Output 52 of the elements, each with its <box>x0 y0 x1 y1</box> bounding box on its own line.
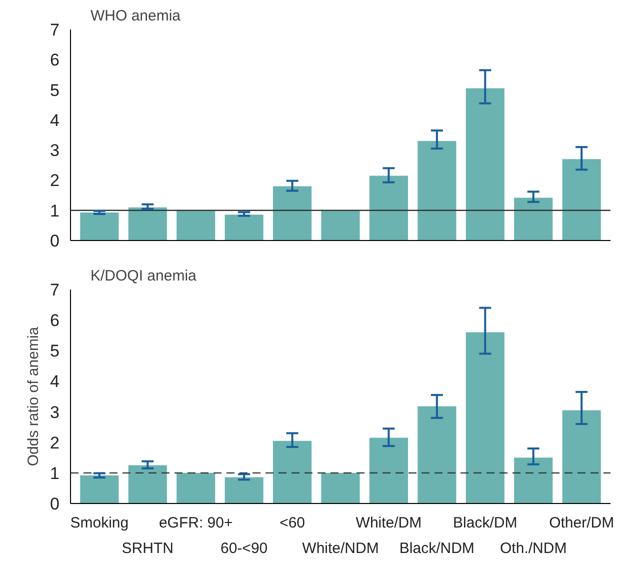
y-tick-label: 2 <box>50 171 60 190</box>
bar <box>418 406 456 504</box>
bar <box>321 472 360 504</box>
x-tick-label: White/NDM <box>302 540 379 557</box>
bar <box>128 465 167 504</box>
y-tick-label: 6 <box>50 50 60 70</box>
bar <box>80 212 119 240</box>
y-tick-label: 4 <box>50 372 60 392</box>
bar <box>176 472 216 504</box>
chart-title: K/DOQI anemia <box>90 268 198 284</box>
y-tick-label: 5 <box>50 80 60 100</box>
bar <box>369 438 408 504</box>
x-tick-label: SRHTN <box>122 540 174 557</box>
bar <box>321 210 360 240</box>
bar <box>176 210 216 240</box>
bar <box>514 458 553 504</box>
y-axis-title: Odds ratio of anemia <box>25 326 42 466</box>
x-tick-label: Other/DM <box>549 514 614 532</box>
bar <box>418 141 456 240</box>
y-tick-label: 0 <box>50 232 60 250</box>
chart-title: WHO anemia <box>90 8 182 24</box>
bar <box>562 159 601 240</box>
bar <box>224 214 264 240</box>
x-tick-label: 60-<90 <box>220 540 268 557</box>
y-tick-label: 7 <box>50 280 60 300</box>
x-tick-label: <60 <box>280 514 306 532</box>
x-tick-label: Black/DM <box>453 514 518 532</box>
y-tick-label: 3 <box>50 402 60 422</box>
x-tick-label: eGFR: 90+ <box>158 514 233 532</box>
y-tick-label: 5 <box>50 342 60 361</box>
y-tick-label: 1 <box>50 464 60 483</box>
y-tick-label: 3 <box>50 141 60 160</box>
bar <box>128 207 167 240</box>
bar <box>369 176 408 240</box>
y-tick-label: 1 <box>50 201 60 220</box>
bar <box>466 88 504 240</box>
x-tick-label: Smoking <box>70 514 129 532</box>
y-tick-label: 7 <box>50 20 60 40</box>
y-tick-label: 2 <box>50 433 60 452</box>
bar <box>224 477 264 504</box>
x-tick-label: White/DM <box>356 514 422 532</box>
y-tick-label: 0 <box>50 494 60 514</box>
y-tick-label: 4 <box>50 110 60 130</box>
x-tick-label: Oth./NDM <box>500 540 567 557</box>
bar <box>273 186 312 240</box>
y-tick-label: 6 <box>50 311 60 330</box>
bar <box>562 410 601 504</box>
bar <box>514 198 553 240</box>
bar <box>80 475 119 504</box>
x-tick-label: Black/NDM <box>399 540 474 557</box>
bar <box>273 440 312 504</box>
bar <box>466 332 504 504</box>
